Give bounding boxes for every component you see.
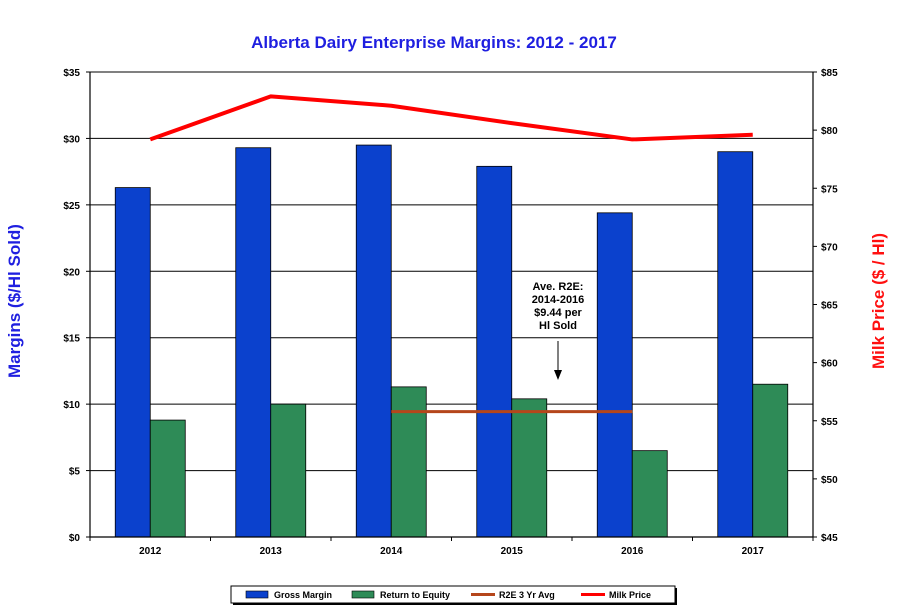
annotation-line: Hl Sold xyxy=(539,320,577,332)
bar-gross-margin xyxy=(476,165,513,538)
bar-gross-margin xyxy=(717,151,754,538)
annotation-line: 2014-2016 xyxy=(532,294,585,306)
x-tick-label: 2017 xyxy=(742,546,765,557)
bar-return-to-equity xyxy=(511,398,548,538)
bar-gross-margin xyxy=(596,212,633,538)
y-tick-label-right: $85 xyxy=(821,68,838,79)
bar-return-to-equity xyxy=(270,403,307,538)
y-tick-label-left: $35 xyxy=(63,68,80,79)
plot-background xyxy=(90,72,813,537)
y-tick-label-right: $70 xyxy=(821,242,838,253)
legend-label: R2E 3 Yr Avg xyxy=(499,590,555,600)
annotation-line: Ave. R2E: xyxy=(533,281,584,293)
y-axis-left-label: Margins ($/Hl Sold) xyxy=(5,224,24,378)
y-tick-label-left: $0 xyxy=(69,533,81,544)
y-tick-label-right: $75 xyxy=(821,184,838,195)
legend-swatch xyxy=(245,590,269,599)
y-tick-label-left: $20 xyxy=(63,267,80,278)
annotation-line: $9.44 per xyxy=(534,307,582,319)
legend-label: Milk Price xyxy=(609,590,651,600)
y-tick-label-right: $50 xyxy=(821,475,838,486)
x-tick-label: 2012 xyxy=(139,546,162,557)
bar-return-to-equity xyxy=(390,386,427,538)
y-axis-right-label: Milk Price ($ / Hl) xyxy=(869,233,888,369)
y-tick-label-left: $15 xyxy=(63,334,80,345)
legend: Gross Margin Return to Equity R2E 3 Yr Avg… xyxy=(230,585,677,605)
y-tick-label-left: $5 xyxy=(69,467,81,478)
x-tick-label: 2016 xyxy=(621,546,644,557)
bar-gross-margin xyxy=(235,147,272,538)
x-tick-label: 2014 xyxy=(380,546,403,557)
bar-gross-margin xyxy=(355,144,392,538)
y-tick-label-right: $45 xyxy=(821,533,838,544)
legend-label: Gross Margin xyxy=(274,590,332,600)
y-tick-label-left: $10 xyxy=(63,400,80,411)
y-tick-label-left: $30 xyxy=(63,134,80,145)
legend-swatch xyxy=(351,590,375,599)
series-line-milk-price xyxy=(149,94,753,142)
y-tick-label-right: $60 xyxy=(821,359,838,370)
annotation-arrowhead xyxy=(554,370,562,380)
plot-area: $0 $5 $10 $15 $20 $25 $30 $35 $45 $50 $55 $60 $65 $70… xyxy=(63,68,838,557)
x-tick-label: 2015 xyxy=(501,546,524,557)
legend-box xyxy=(230,585,676,604)
legend-label: Return to Equity xyxy=(380,590,450,600)
x-tick-label: 2013 xyxy=(260,546,283,557)
bar-return-to-equity xyxy=(631,450,668,538)
y-tick-label-left: $25 xyxy=(63,201,80,212)
y-tick-label-right: $80 xyxy=(821,126,838,137)
y-tick-label-right: $65 xyxy=(821,301,838,312)
chart-title: Alberta Dairy Enterprise Margins: 2012 -… xyxy=(251,33,617,52)
bar-return-to-equity xyxy=(752,383,789,538)
bar-return-to-equity xyxy=(149,419,186,538)
bar-gross-margin xyxy=(114,187,151,538)
y-tick-label-right: $55 xyxy=(821,417,838,428)
